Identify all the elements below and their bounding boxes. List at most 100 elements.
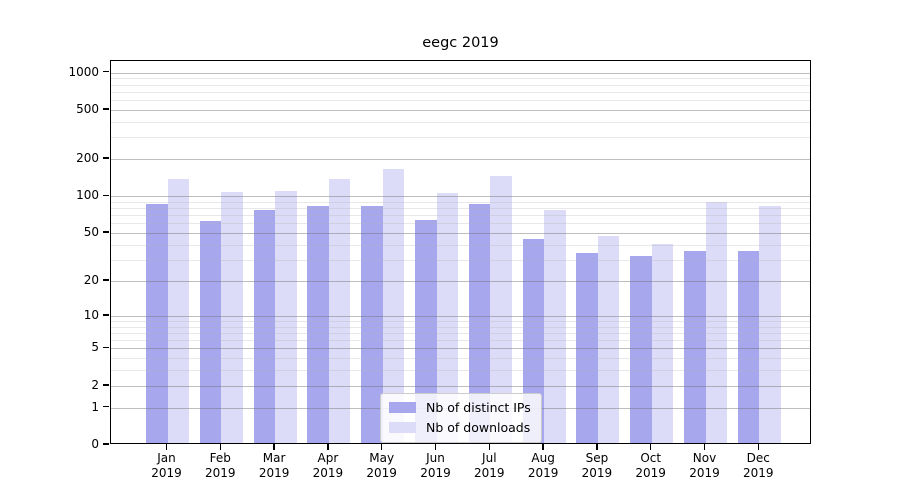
legend: Nb of distinct IPs Nb of downloads <box>380 393 542 443</box>
bar-downloads-nov <box>705 201 727 443</box>
y-tick-mark <box>103 314 109 316</box>
y-tick-label: 5 <box>91 340 99 355</box>
minor-gridline <box>111 332 810 334</box>
minor-gridline <box>111 259 810 261</box>
y-tick-mark <box>103 443 109 445</box>
bar-downloads-jul <box>490 176 512 443</box>
x-tick-year-label: 2019 <box>258 466 290 480</box>
x-tick-year-label: 2019 <box>205 466 236 480</box>
y-tick-mark <box>103 405 109 408</box>
bar-distinct-ips-nov <box>684 251 706 443</box>
legend-swatch-distinct-ips <box>389 402 416 413</box>
minor-gridline <box>111 326 810 328</box>
x-tick-label-nov: Nov 2019 <box>675 451 735 481</box>
minor-gridline <box>111 208 810 210</box>
x-tick-mark <box>273 444 275 450</box>
minor-gridline <box>111 244 810 246</box>
minor-gridline <box>111 84 810 86</box>
bar-distinct-ips-sep <box>576 252 598 443</box>
major-gridline <box>111 385 810 387</box>
x-tick-mark <box>434 444 437 450</box>
x-tick-mark <box>380 444 383 450</box>
major-gridline <box>111 348 810 350</box>
x-tick-mark <box>488 444 491 450</box>
y-tick-label: 1 <box>91 399 99 414</box>
y-tick-mark <box>103 108 109 110</box>
minor-gridline <box>111 370 810 372</box>
minor-gridline <box>111 121 810 123</box>
legend-label-distinct-ips: Nb of distinct IPs <box>426 400 531 415</box>
x-tick-label-jun: Jun 2019 <box>406 451 466 481</box>
y-tick-mark <box>103 70 109 73</box>
bar-distinct-ips-jul <box>468 203 491 443</box>
y-tick-mark <box>103 194 109 196</box>
y-tick-label: 10 <box>83 307 99 322</box>
x-tick-year-label: 2019 <box>743 466 774 480</box>
major-gridline <box>111 280 810 282</box>
x-tick-label-dec: Dec 2019 <box>728 451 788 481</box>
minor-gridline <box>111 215 810 217</box>
y-tick-label: 20 <box>83 272 99 287</box>
y-tick-label: 2 <box>91 377 99 392</box>
x-tick-year-label: 2019 <box>581 466 613 480</box>
x-tick-label-sep: Sep 2019 <box>567 451 627 481</box>
x-tick-year-label: 2019 <box>151 466 182 480</box>
x-tick-year-label: 2019 <box>689 466 720 480</box>
legend-label-downloads: Nb of downloads <box>426 420 531 435</box>
plot-area: Nb of distinct IPs Nb of downloads <box>110 60 811 444</box>
bar-distinct-ips-may <box>361 206 383 443</box>
bar-downloads-aug <box>544 209 566 443</box>
x-tick-mark <box>596 444 598 450</box>
major-gridline <box>111 233 810 235</box>
bar-downloads-dec <box>759 206 781 443</box>
x-tick-label-aug: Aug 2019 <box>513 451 573 481</box>
bar-distinct-ips-mar <box>253 209 276 443</box>
bar-distinct-ips-jan <box>146 204 168 443</box>
minor-gridline <box>111 320 810 322</box>
minor-gridline <box>111 100 810 102</box>
x-tick-mark <box>757 444 760 450</box>
y-tick-label: 1000 <box>68 64 99 79</box>
bar-distinct-ips-aug <box>522 239 545 443</box>
major-gridline <box>111 159 810 161</box>
bar-downloads-jun <box>436 193 458 443</box>
bar-downloads-apr <box>328 179 351 443</box>
x-tick-mark <box>703 444 706 450</box>
y-tick-mark <box>103 384 109 386</box>
x-tick-mark <box>219 444 222 450</box>
bar-distinct-ips-oct <box>630 256 652 443</box>
minor-gridline <box>111 340 810 342</box>
minor-gridline <box>111 223 810 225</box>
y-tick-mark <box>103 157 109 159</box>
bar-distinct-ips-jun <box>415 219 437 443</box>
bar-downloads-mar <box>275 191 297 443</box>
legend-item-downloads: Nb of downloads <box>389 420 531 435</box>
plot-canvas <box>111 61 810 443</box>
x-tick-year-label: 2019 <box>474 466 505 480</box>
bar-distinct-ips-apr <box>307 206 329 443</box>
y-tick-mark <box>103 279 109 281</box>
x-tick-mark <box>649 444 652 450</box>
x-tick-year-label: 2019 <box>635 466 666 480</box>
bar-downloads-feb <box>221 192 243 443</box>
x-tick-label-oct: Oct 2019 <box>621 451 681 481</box>
minor-gridline <box>111 137 810 139</box>
bar-downloads-may <box>382 168 405 443</box>
y-tick-label: 0 <box>91 437 99 451</box>
minor-gridline <box>111 91 810 93</box>
major-gridline <box>111 72 810 74</box>
x-tick-label-jan: Jan 2019 <box>137 451 197 481</box>
y-tick-mark <box>103 346 109 349</box>
x-tick-label-apr: Apr 2019 <box>298 451 358 481</box>
y-tick-mark <box>103 231 109 233</box>
x-tick-year-label: 2019 <box>420 466 451 480</box>
major-gridline <box>111 196 810 198</box>
x-tick-mark <box>542 444 544 450</box>
x-tick-label-feb: Feb 2019 <box>190 451 250 481</box>
x-tick-label-may: May 2019 <box>352 451 412 481</box>
major-gridline <box>111 315 810 317</box>
x-tick-mark <box>327 444 329 450</box>
x-tick-label-mar: Mar 2019 <box>244 451 304 481</box>
bar-distinct-ips-feb <box>199 220 222 443</box>
